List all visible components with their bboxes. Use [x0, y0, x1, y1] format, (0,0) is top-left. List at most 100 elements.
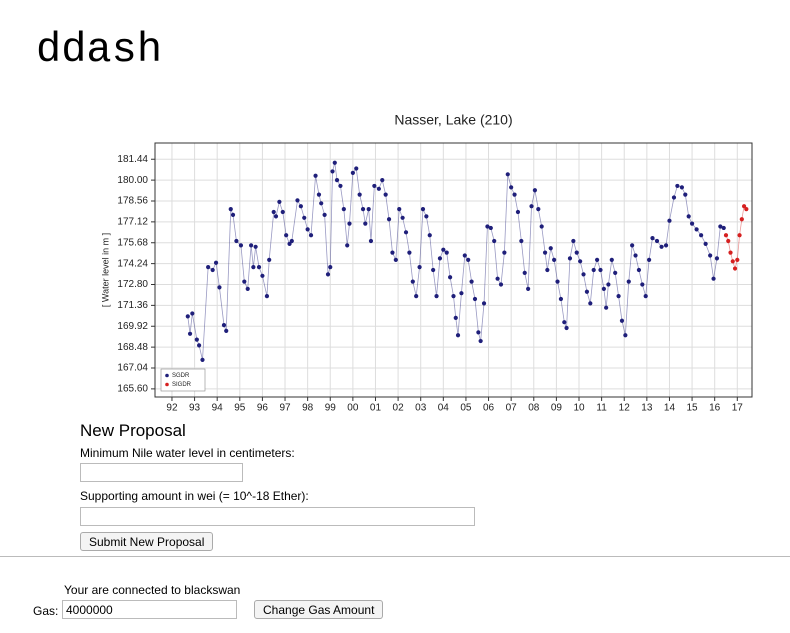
data-point — [529, 204, 534, 209]
data-point — [295, 198, 300, 203]
data-point — [515, 209, 521, 215]
data-point — [509, 185, 514, 190]
legend-label: SIGDR — [172, 382, 192, 388]
app-title: ddash — [36, 26, 163, 74]
data-point — [735, 257, 740, 262]
data-point — [640, 282, 645, 287]
data-point — [472, 296, 478, 302]
data-point — [194, 337, 199, 342]
level-input[interactable] — [80, 463, 243, 482]
y-tick-label: 177.12 — [117, 217, 148, 228]
data-point — [519, 238, 524, 244]
chart-title: Nasser, Lake (210) — [394, 112, 512, 128]
data-point — [650, 236, 655, 241]
gas-button[interactable]: Change Gas Amount — [254, 600, 384, 619]
x-tick-label: 94 — [212, 403, 224, 414]
x-tick-label: 96 — [257, 403, 269, 414]
x-tick-label: 17 — [732, 403, 744, 414]
data-point — [260, 273, 265, 278]
data-point — [723, 233, 729, 238]
data-point — [613, 270, 618, 275]
data-point — [604, 305, 609, 310]
level-label: Minimum Nile water level in centimeters: — [80, 446, 295, 460]
data-point — [187, 331, 193, 336]
data-point — [708, 253, 713, 258]
data-point — [584, 289, 590, 294]
data-point — [476, 330, 481, 335]
gas-input[interactable] — [62, 600, 237, 619]
data-point — [305, 227, 310, 232]
submit-button[interactable]: Submit New Proposal — [80, 532, 214, 551]
data-point — [545, 267, 550, 273]
data-point — [558, 296, 564, 302]
data-point — [703, 241, 708, 247]
y-tick-label: 181.44 — [117, 154, 148, 165]
data-point — [354, 166, 359, 171]
x-tick-label: 93 — [189, 403, 201, 414]
series-line — [725, 205, 747, 271]
data-point — [737, 233, 742, 238]
data-point — [302, 215, 307, 220]
data-point — [386, 217, 392, 222]
data-point — [744, 207, 749, 212]
data-point — [280, 209, 285, 215]
plot-frame — [154, 142, 753, 398]
data-point — [659, 244, 664, 249]
data-point — [699, 233, 704, 238]
data-point — [437, 256, 443, 261]
data-point — [407, 250, 412, 255]
data-point — [284, 233, 289, 238]
data-point — [567, 256, 573, 261]
chart: Nasser, Lake (210) [ Water level in m ] 16… — [100, 112, 753, 414]
data-point — [238, 243, 244, 248]
data-point — [481, 301, 487, 306]
data-point — [671, 195, 677, 200]
data-point — [383, 192, 388, 197]
data-point — [431, 267, 436, 273]
amount-input[interactable] — [80, 507, 475, 526]
data-point — [571, 238, 576, 244]
data-point — [417, 265, 422, 270]
data-point — [273, 214, 279, 219]
data-point — [338, 183, 343, 189]
data-point — [498, 282, 504, 287]
data-point — [539, 224, 544, 229]
x-tick-label: 00 — [347, 403, 359, 414]
data-point — [410, 279, 415, 284]
data-point — [441, 247, 446, 252]
data-point — [313, 173, 318, 178]
data-point — [643, 293, 648, 299]
data-point — [277, 199, 282, 204]
y-tick-label: 175.68 — [117, 237, 148, 248]
data-point — [469, 279, 474, 284]
data-point — [414, 293, 419, 299]
data-point — [434, 293, 439, 299]
data-point — [562, 320, 567, 325]
data-point — [242, 279, 247, 284]
data-point — [505, 172, 510, 177]
data-point — [552, 257, 557, 262]
data-point — [647, 257, 652, 262]
data-point — [502, 250, 507, 255]
data-point — [210, 267, 215, 273]
data-point — [341, 207, 346, 212]
data-point — [730, 259, 735, 264]
x-tick-label: 09 — [551, 403, 563, 414]
x-tick-label: 07 — [506, 403, 518, 414]
data-point — [357, 192, 362, 197]
data-point — [217, 285, 222, 290]
data-point — [366, 207, 371, 212]
data-point — [466, 257, 471, 262]
data-point — [623, 333, 628, 338]
legend-marker — [165, 382, 169, 387]
data-point — [683, 192, 688, 197]
y-tick-label: 174.24 — [117, 258, 148, 269]
data-point — [485, 224, 490, 229]
data-point — [451, 293, 456, 299]
x-tick-label: 98 — [302, 403, 314, 414]
x-tick-label: 12 — [619, 403, 631, 414]
data-point — [555, 279, 560, 284]
x-tick-label: 97 — [279, 403, 291, 414]
data-point — [626, 279, 631, 284]
y-tick-label: 178.56 — [117, 196, 148, 207]
